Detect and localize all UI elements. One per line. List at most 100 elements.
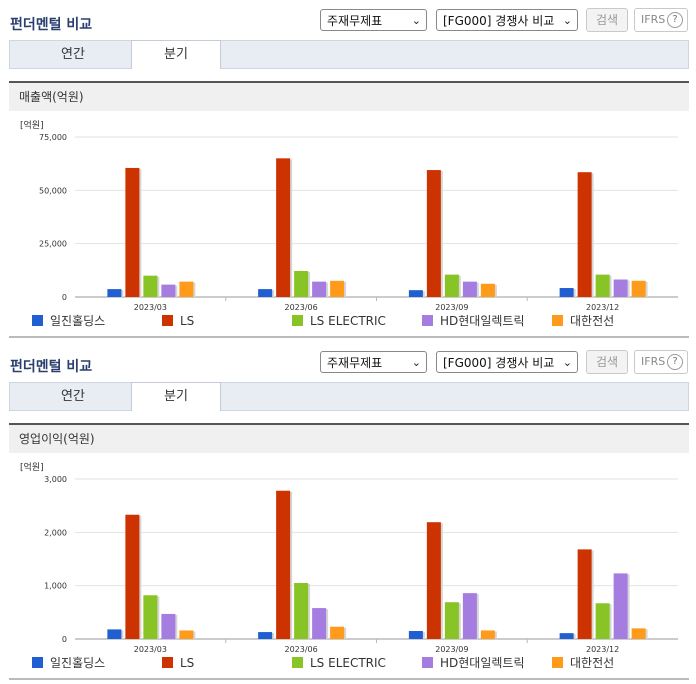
- legend-swatch: [552, 315, 563, 326]
- y-tick-label: 75,000: [39, 133, 67, 142]
- bar-hd현대일렉트릭-2023-06[interactable]: [312, 281, 327, 297]
- bar-hd현대일렉트릭-2023-09[interactable]: [462, 593, 477, 639]
- legend-item-ls-electric[interactable]: LS ELECTRIC: [292, 656, 386, 670]
- ifrs-label: IFRS: [641, 355, 666, 368]
- bar-ls-2023-06[interactable]: [276, 490, 291, 639]
- bar-hd현대일렉트릭-2023-03[interactable]: [161, 284, 176, 297]
- x-tick-label: 2023/12: [586, 645, 619, 654]
- y-tick-label: 0: [62, 635, 67, 644]
- bar-ls-2023-06[interactable]: [276, 158, 291, 297]
- bar-ls-electric-2023-06[interactable]: [294, 270, 309, 297]
- chart-legend: 일진홀딩스 LS LS ELECTRIC HD현대일렉트릭 대한전선: [32, 656, 672, 672]
- bar-일진홀딩스-2023-03[interactable]: [107, 289, 122, 297]
- legend-swatch: [552, 657, 563, 668]
- legend-item-ls[interactable]: LS: [162, 314, 194, 328]
- tab-annual[interactable]: 연간: [61, 389, 85, 404]
- bar-ls-2023-12[interactable]: [577, 172, 592, 297]
- bar-ls-electric-2023-09[interactable]: [444, 602, 459, 639]
- bar-ls-electric-2023-03[interactable]: [143, 275, 158, 297]
- statement-select[interactable]: 주재무제표 ⌄: [320, 9, 427, 31]
- bar-일진홀딩스-2023-09[interactable]: [408, 290, 423, 297]
- search-button[interactable]: 검색: [586, 350, 628, 374]
- compare-select-value: [FG000] 경쟁사 비교: [443, 356, 555, 370]
- bar-일진홀딩스-2023-06[interactable]: [258, 632, 273, 639]
- legend-swatch: [422, 315, 433, 326]
- bar-ls-electric-2023-09[interactable]: [444, 274, 459, 297]
- bar-대한전선-2023-09[interactable]: [480, 630, 495, 639]
- bar-대한전선-2023-12[interactable]: [631, 628, 646, 639]
- legend-item-iljin[interactable]: 일진홀딩스: [32, 656, 105, 670]
- operating-income-bar-chart: 0 1,000 2,000 3,000 2023/03 2023/06 2023/09 202…: [44, 475, 678, 654]
- bar-일진홀딩스-2023-12[interactable]: [559, 633, 574, 639]
- bar-ls-2023-09[interactable]: [426, 170, 441, 297]
- x-tick-label: 2023/12: [586, 303, 619, 312]
- legend-label: 대한전선: [570, 314, 615, 328]
- bar-ls-electric-2023-03[interactable]: [143, 595, 158, 639]
- bar-hd현대일렉트릭-2023-09[interactable]: [462, 281, 477, 297]
- tab-quarterly[interactable]: 분기: [131, 382, 221, 411]
- bar-ls-electric-2023-12[interactable]: [595, 603, 610, 639]
- legend-item-hd-electric[interactable]: HD현대일렉트릭: [422, 656, 525, 670]
- bar-hd현대일렉트릭-2023-12[interactable]: [613, 279, 628, 297]
- bar-ls-2023-03[interactable]: [125, 167, 140, 297]
- bar-ls-2023-12[interactable]: [577, 549, 592, 639]
- y-tick-label: 25,000: [39, 240, 67, 249]
- tab-annual[interactable]: 연간: [61, 47, 85, 62]
- y-tick-label: 2,000: [44, 528, 67, 537]
- legend-item-taihan[interactable]: 대한전선: [552, 656, 614, 670]
- legend-swatch: [422, 657, 433, 668]
- bar-대한전선-2023-09[interactable]: [480, 283, 495, 297]
- statement-select-value: 주재무제표: [327, 356, 383, 370]
- bar-대한전선-2023-03[interactable]: [179, 281, 194, 297]
- ifrs-help-button[interactable]: IFRS ?: [634, 8, 688, 32]
- legend-label: HD현대일렉트릭: [440, 314, 525, 328]
- legend-label: 일진홀딩스: [50, 314, 106, 328]
- bar-hd현대일렉트릭-2023-06[interactable]: [312, 608, 327, 639]
- legend-item-hd-electric[interactable]: HD현대일렉트릭: [422, 314, 525, 328]
- search-button[interactable]: 검색: [586, 8, 628, 32]
- legend-item-ls-electric[interactable]: LS ELECTRIC: [292, 314, 386, 328]
- bar-대한전선-2023-12[interactable]: [631, 280, 646, 297]
- bar-ls-2023-09[interactable]: [426, 522, 441, 639]
- legend-label: LS: [180, 656, 195, 670]
- ifrs-help-button[interactable]: IFRS ?: [634, 350, 688, 374]
- ifrs-label: IFRS: [641, 13, 666, 26]
- legend-label: 일진홀딩스: [50, 656, 106, 670]
- bar-일진홀딩스-2023-12[interactable]: [559, 288, 574, 297]
- bar-대한전선-2023-06[interactable]: [330, 280, 345, 297]
- bar-ls-electric-2023-12[interactable]: [595, 274, 610, 297]
- bar-대한전선-2023-03[interactable]: [179, 630, 194, 639]
- legend-swatch: [162, 657, 173, 668]
- bar-일진홀딩스-2023-03[interactable]: [107, 629, 122, 639]
- panel-title: 영업이익(억원): [9, 423, 689, 453]
- chart-legend: 일진홀딩스 LS LS ELECTRIC HD현대일렉트릭 대한전선: [32, 314, 672, 330]
- legend-item-taihan[interactable]: 대한전선: [552, 314, 614, 328]
- y-tick-label: 1,000: [44, 582, 67, 591]
- bar-일진홀딩스-2023-09[interactable]: [408, 631, 423, 639]
- tab-quarterly[interactable]: 분기: [131, 40, 221, 69]
- legend-swatch: [32, 315, 43, 326]
- y-tick-label: 50,000: [39, 186, 67, 195]
- legend-item-iljin[interactable]: 일진홀딩스: [32, 314, 105, 328]
- fundamental-compare-section-revenue: 펀더멘털 비교 주재무제표 ⌄ [FG000] 경쟁사 비교 ⌄ 검색 IFRS…: [9, 8, 689, 338]
- bar-대한전선-2023-06[interactable]: [330, 626, 345, 639]
- legend-item-ls[interactable]: LS: [162, 656, 194, 670]
- help-icon: ?: [667, 354, 683, 370]
- x-tick-label: 2023/06: [285, 303, 318, 312]
- y-unit-label: [억원]: [20, 463, 44, 473]
- y-tick-label: 3,000: [44, 475, 67, 484]
- compare-select-value: [FG000] 경쟁사 비교: [443, 14, 555, 28]
- compare-select[interactable]: [FG000] 경쟁사 비교 ⌄: [436, 9, 578, 31]
- legend-label: LS ELECTRIC: [310, 656, 386, 670]
- compare-select[interactable]: [FG000] 경쟁사 비교 ⌄: [436, 351, 578, 373]
- bar-ls-2023-03[interactable]: [125, 514, 140, 639]
- help-icon: ?: [667, 12, 683, 28]
- legend-label: LS ELECTRIC: [310, 314, 386, 328]
- bar-hd현대일렉트릭-2023-12[interactable]: [613, 573, 628, 639]
- bar-일진홀딩스-2023-06[interactable]: [258, 289, 273, 297]
- bar-ls-electric-2023-06[interactable]: [294, 583, 309, 639]
- fundamental-compare-section-operating-income: 펀더멘털 비교 주재무제표 ⌄ [FG000] 경쟁사 비교 ⌄ 검색 IFRS…: [0, 342, 696, 684]
- bar-hd현대일렉트릭-2023-03[interactable]: [161, 613, 176, 639]
- y-unit-label: [억원]: [20, 121, 44, 131]
- statement-select[interactable]: 주재무제표 ⌄: [320, 351, 427, 373]
